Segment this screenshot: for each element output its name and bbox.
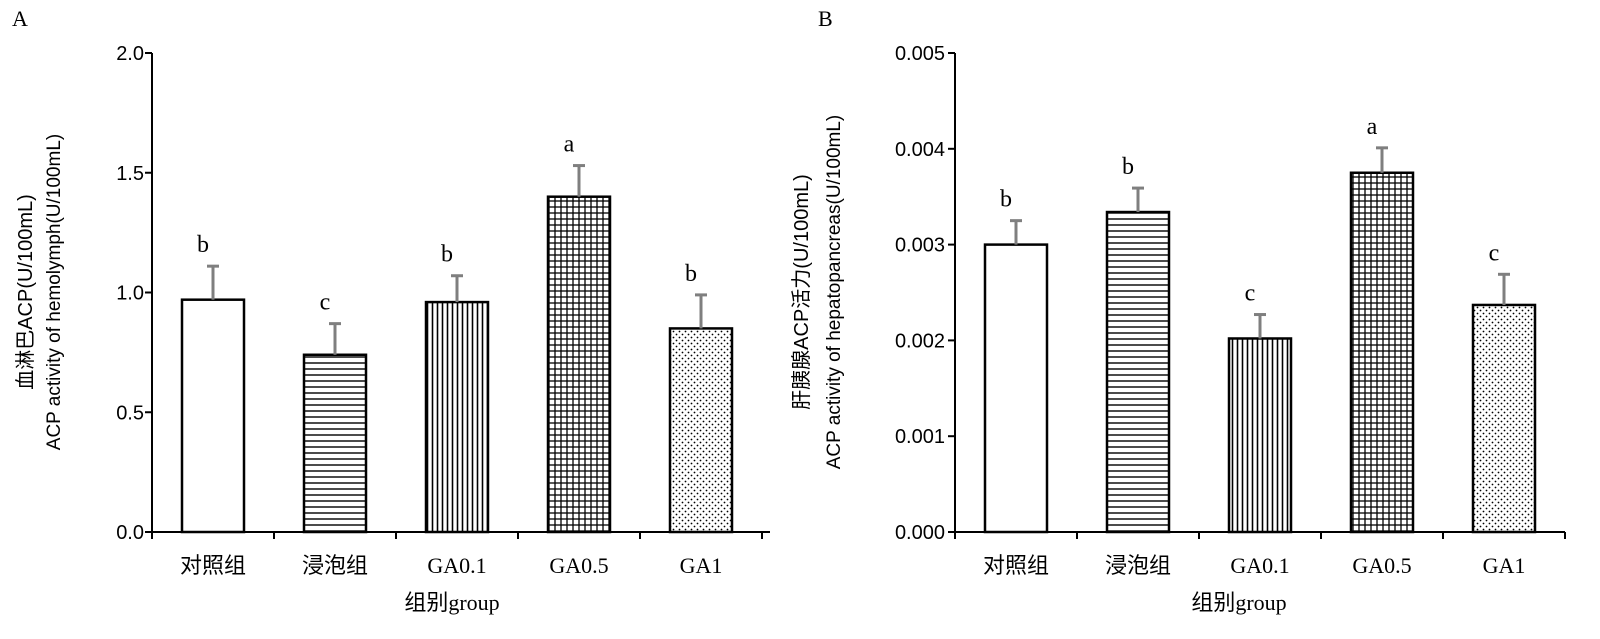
significance-label: a <box>564 132 575 158</box>
x-tick-label: 对照组 <box>180 553 246 578</box>
x-tick-label: 浸泡组 <box>1105 553 1171 578</box>
x-tick-label: GA0.1 <box>427 553 486 578</box>
y-tick-label: 0.5 <box>116 402 144 424</box>
significance-label: a <box>1367 114 1378 140</box>
y-axis-title-cn: 血淋巴ACP(U/100mL) <box>14 194 37 390</box>
significance-label: b <box>1000 187 1012 213</box>
bar <box>1349 171 1415 534</box>
y-tick-label: 0.001 <box>895 426 945 448</box>
y-tick-label: 0.0 <box>116 522 144 544</box>
bar <box>1227 337 1293 534</box>
x-tick-label: GA1 <box>680 553 723 578</box>
bar <box>424 300 490 534</box>
y-tick-label: 0.000 <box>895 522 945 544</box>
y-tick-label: 0.003 <box>895 235 945 257</box>
x-axis-title: 组别group <box>1191 590 1286 615</box>
x-tick-label: GA0.5 <box>1352 553 1411 578</box>
bar <box>546 195 612 534</box>
y-tick-label: 0.005 <box>895 43 945 65</box>
x-tick-label: 对照组 <box>983 553 1049 578</box>
panel-b: B 0.000 0.001 0.002 0.003 0.004 0.005 b 对照组 b 浸泡组 c… <box>790 6 1566 615</box>
significance-label: c <box>320 290 331 316</box>
bar <box>983 243 1049 534</box>
bar <box>180 298 246 534</box>
panel-letter: B <box>818 6 833 31</box>
significance-label: b <box>1122 154 1134 180</box>
significance-label: b <box>685 261 697 287</box>
y-axis-title-cn: 肝胰腺ACP活力(U/100mL) <box>790 174 813 410</box>
y-tick-label: 2.0 <box>116 43 144 65</box>
y-tick-label: 1.0 <box>116 283 144 305</box>
significance-label: c <box>1245 281 1256 307</box>
y-axis-title-en: ACP activity of hepatopancreas(U/100mL) <box>824 115 845 470</box>
significance-label: c <box>1489 240 1500 266</box>
significance-label: b <box>441 242 453 268</box>
x-tick-label: 浸泡组 <box>302 553 368 578</box>
panel-a: A 0.0 0.5 1.0 1.5 2.0 b 对照组 c 浸泡组 b GA0.1 a GA0.5 b GA1… <box>12 6 770 615</box>
bar <box>1471 303 1537 534</box>
x-tick-label: GA1 <box>1483 553 1526 578</box>
y-tick-label: 1.5 <box>116 163 144 185</box>
y-tick-label: 0.002 <box>895 330 945 352</box>
y-tick-label: 0.004 <box>895 139 945 161</box>
x-tick-label: GA0.1 <box>1230 553 1289 578</box>
bar <box>668 327 734 534</box>
bar <box>1105 210 1171 534</box>
x-tick-label: GA0.5 <box>549 553 608 578</box>
x-axis-title: 组别group <box>404 590 499 615</box>
significance-label: b <box>197 232 209 258</box>
y-axis-title-en: ACP activity of hemolymph(U/100mL) <box>44 134 65 450</box>
bar <box>302 353 368 534</box>
panel-letter: A <box>12 6 28 31</box>
